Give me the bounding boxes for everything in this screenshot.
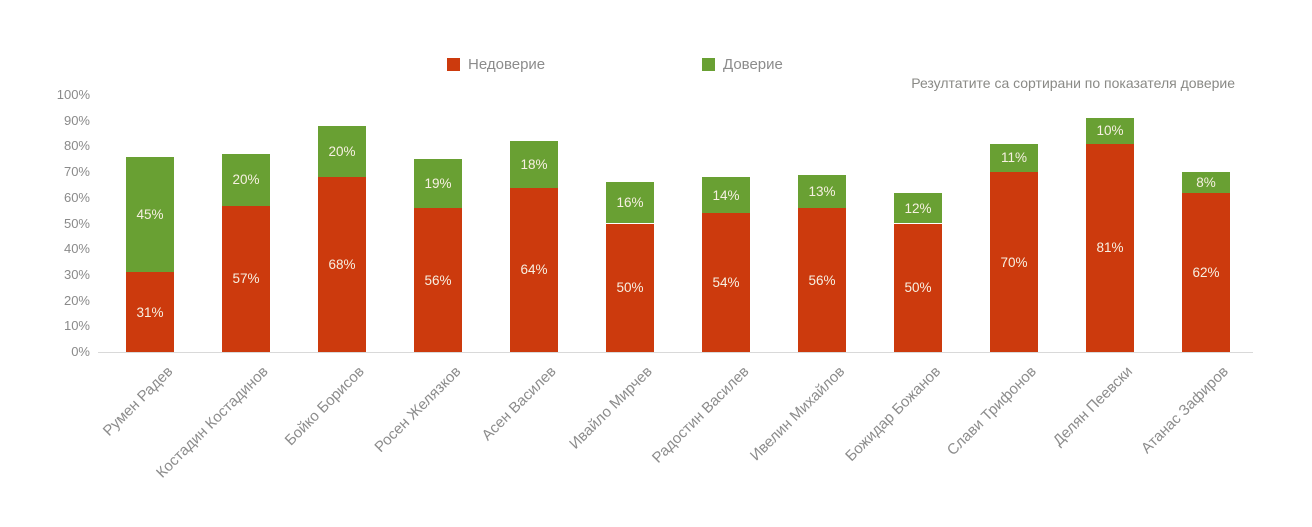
bar-segment-trust: 11% — [990, 143, 1038, 173]
x-category-label: Асен Василев — [478, 363, 561, 445]
y-tick-label: 50% — [63, 215, 90, 231]
bar-value-label: 81% — [1096, 240, 1124, 256]
x-category-label: Росен Желязков — [371, 363, 465, 456]
x-category-label: Ивелин Михайлов — [746, 363, 849, 465]
bar-value-label: 12% — [904, 200, 932, 216]
legend-label-distrust: Недоверие — [468, 56, 546, 73]
bar-segment-trust: 12% — [894, 192, 942, 224]
y-tick-label: 10% — [63, 318, 90, 334]
bar-value-label: 56% — [424, 272, 452, 288]
bar-value-label: 57% — [232, 271, 260, 287]
x-category-label: Ивайло Мирчев — [566, 363, 657, 453]
bar-segment-trust: 18% — [510, 141, 558, 188]
bar-segment-trust: 20% — [222, 154, 270, 206]
x-category-label: Делян Пеевски — [1049, 363, 1137, 450]
x-category-label: Божидар Божанов — [842, 363, 945, 465]
bar-segment-distrust: 31% — [126, 272, 174, 352]
y-tick-label: 70% — [63, 164, 90, 180]
legend-swatch-trust — [702, 58, 715, 71]
bar-value-label: 54% — [712, 275, 740, 291]
bar-value-label: 13% — [808, 183, 836, 199]
bar-segment-distrust: 70% — [990, 172, 1038, 352]
bar-segment-trust: 13% — [798, 174, 846, 209]
bar-segment-distrust: 54% — [702, 213, 750, 352]
x-category-label: Костадин Костадинов — [153, 363, 273, 482]
bar-segment-trust: 16% — [606, 182, 654, 224]
bar-segment-trust: 8% — [1182, 172, 1230, 193]
bar-segment-distrust: 56% — [414, 208, 462, 352]
legend-label-trust: Доверие — [723, 56, 783, 73]
bar-value-label: 14% — [712, 187, 740, 203]
legend-item-trust: Доверие — [702, 57, 783, 72]
y-tick-label: 60% — [63, 189, 90, 205]
bar-value-label: 56% — [808, 272, 836, 288]
bar-segment-distrust: 50% — [894, 223, 942, 352]
sort-note: Резултатите са сортирани по показателя д… — [911, 75, 1235, 91]
bar-segment-distrust: 62% — [1182, 192, 1230, 352]
bar-segment-distrust: 64% — [510, 187, 558, 352]
bar-value-label: 70% — [1000, 254, 1028, 270]
x-category-label: Бойко Борисов — [281, 363, 369, 450]
bar-value-label: 18% — [520, 156, 548, 172]
legend-item-distrust: Недоверие — [447, 57, 545, 72]
bar-value-label: 11% — [1000, 150, 1028, 166]
bar-value-label: 10% — [1096, 123, 1124, 139]
bar-segment-distrust: 50% — [606, 223, 654, 352]
bar-segment-trust: 45% — [126, 156, 174, 273]
y-tick-label: 80% — [63, 138, 90, 154]
bar-value-label: 16% — [616, 195, 644, 211]
bar-segment-trust: 10% — [1086, 118, 1134, 144]
bar-value-label: 19% — [424, 176, 452, 192]
x-category-label: Румен Радев — [99, 363, 177, 440]
x-category-label: Атанас Зафиров — [1138, 363, 1233, 457]
bar-value-label: 68% — [328, 257, 356, 273]
bar-value-label: 45% — [136, 206, 164, 222]
bar-segment-distrust: 68% — [318, 177, 366, 352]
x-category-label: Радостин Василев — [648, 363, 753, 467]
bar-segment-distrust: 56% — [798, 208, 846, 352]
y-tick-label: 90% — [63, 112, 90, 128]
y-tick-label: 0% — [71, 344, 90, 359]
x-category-label: Слави Трифонов — [944, 363, 1041, 460]
y-tick-label: 30% — [63, 266, 90, 282]
bar-value-label: 31% — [136, 304, 164, 320]
bar-segment-trust: 14% — [702, 177, 750, 214]
bar-value-label: 50% — [616, 280, 644, 296]
bar-segment-distrust: 57% — [222, 205, 270, 352]
y-tick-label: 20% — [63, 292, 90, 308]
y-tick-label: 100% — [56, 87, 90, 102]
legend-swatch-distrust — [447, 58, 460, 71]
bar-value-label: 50% — [904, 280, 932, 296]
bar-value-label: 64% — [520, 262, 548, 278]
bar-segment-trust: 19% — [414, 159, 462, 209]
y-tick-label: 40% — [63, 241, 90, 257]
bar-value-label: 20% — [232, 172, 260, 188]
bar-segment-trust: 20% — [318, 125, 366, 178]
bar-segment-distrust: 81% — [1086, 143, 1134, 352]
bar-value-label: 20% — [328, 144, 356, 160]
x-axis-line — [98, 352, 1253, 353]
bar-value-label: 62% — [1192, 264, 1220, 280]
bar-value-label: 8% — [1196, 174, 1216, 190]
